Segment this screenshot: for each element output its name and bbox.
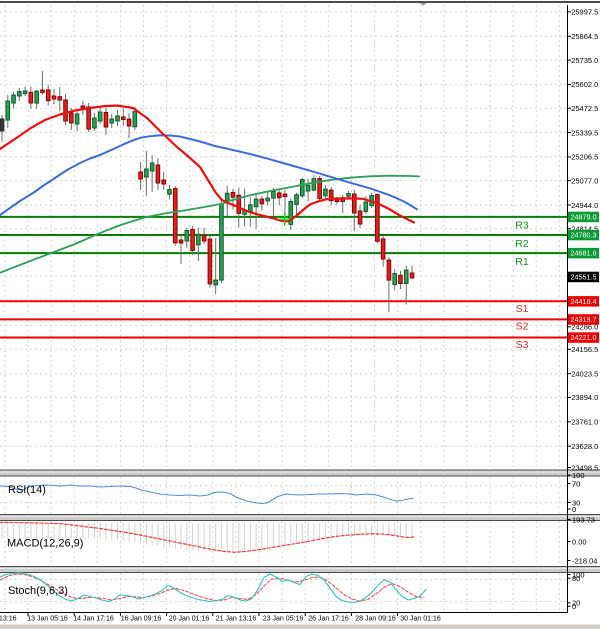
- svg-text:24780.3: 24780.3: [571, 231, 597, 240]
- svg-text:26 Jan 17:16: 26 Jan 17:16: [308, 616, 349, 623]
- svg-text:0: 0: [572, 505, 576, 514]
- svg-text:23894.0: 23894.0: [571, 393, 598, 402]
- svg-text:28 Jan 09:16: 28 Jan 09:16: [355, 616, 396, 623]
- svg-text:0.00: 0.00: [572, 537, 587, 546]
- svg-text:25602.0: 25602.0: [571, 80, 598, 89]
- svg-text:20 Jan 01:16: 20 Jan 01:16: [169, 616, 210, 623]
- svg-text:70: 70: [572, 479, 580, 488]
- svg-text:100: 100: [572, 570, 585, 579]
- svg-text:16 Jan 09:16: 16 Jan 09:16: [121, 616, 162, 623]
- svg-text:24879.0: 24879.0: [571, 213, 597, 222]
- svg-text:25077.0: 25077.0: [571, 176, 598, 185]
- svg-text:S2: S2: [516, 321, 529, 333]
- svg-text:R3: R3: [515, 220, 529, 232]
- svg-text:S1: S1: [516, 303, 529, 315]
- svg-text:20: 20: [572, 599, 580, 608]
- svg-text:23498.5: 23498.5: [571, 463, 598, 472]
- svg-text:MACD(12,26,9): MACD(12,26,9): [7, 538, 83, 550]
- svg-text:S3: S3: [516, 339, 529, 351]
- svg-text:25206.5: 25206.5: [571, 153, 598, 162]
- svg-text:80: 80: [572, 574, 580, 583]
- svg-text:25339.5: 25339.5: [571, 128, 598, 137]
- svg-text:25864.5: 25864.5: [571, 32, 598, 41]
- svg-text:21 Jan 13:16: 21 Jan 13:16: [216, 616, 257, 623]
- svg-text:23628.0: 23628.0: [571, 442, 598, 451]
- svg-text:R2: R2: [515, 238, 529, 250]
- svg-text:23 Jan 05:16: 23 Jan 05:16: [263, 616, 304, 623]
- svg-text:14 Jan 17:16: 14 Jan 17:16: [73, 616, 114, 623]
- svg-text:Stoch(9,6,3): Stoch(9,6,3): [8, 585, 68, 597]
- svg-text:24944.0: 24944.0: [571, 201, 598, 210]
- svg-text:24221.0: 24221.0: [571, 333, 597, 342]
- svg-text:100: 100: [572, 471, 585, 480]
- svg-text:30: 30: [572, 498, 580, 507]
- svg-text:193.73: 193.73: [572, 515, 595, 524]
- svg-text:24156.5: 24156.5: [571, 345, 598, 354]
- svg-text:25997.5: 25997.5: [571, 8, 598, 17]
- svg-text:30 Jan 01:16: 30 Jan 01:16: [400, 616, 441, 623]
- svg-text:24286.0: 24286.0: [571, 323, 598, 332]
- svg-text:24681.6: 24681.6: [571, 249, 597, 258]
- svg-text:25735.0: 25735.0: [571, 56, 598, 65]
- svg-text:-218.04: -218.04: [572, 556, 597, 565]
- svg-text:0: 0: [572, 602, 576, 611]
- svg-text:RSI(14): RSI(14): [8, 484, 46, 496]
- svg-text:24023.5: 24023.5: [571, 370, 598, 379]
- svg-text:24814.5: 24814.5: [571, 225, 598, 234]
- svg-text:13:16: 13:16: [0, 616, 17, 623]
- svg-text:24551.5: 24551.5: [571, 273, 597, 282]
- svg-text:24418.4: 24418.4: [571, 297, 597, 306]
- svg-text:24319.7: 24319.7: [571, 315, 597, 324]
- svg-text:25472.5: 25472.5: [571, 104, 598, 113]
- svg-text:13 Jan 05:16: 13 Jan 05:16: [27, 616, 68, 623]
- svg-text:R1: R1: [515, 256, 529, 268]
- svg-text:23761.0: 23761.0: [571, 418, 598, 427]
